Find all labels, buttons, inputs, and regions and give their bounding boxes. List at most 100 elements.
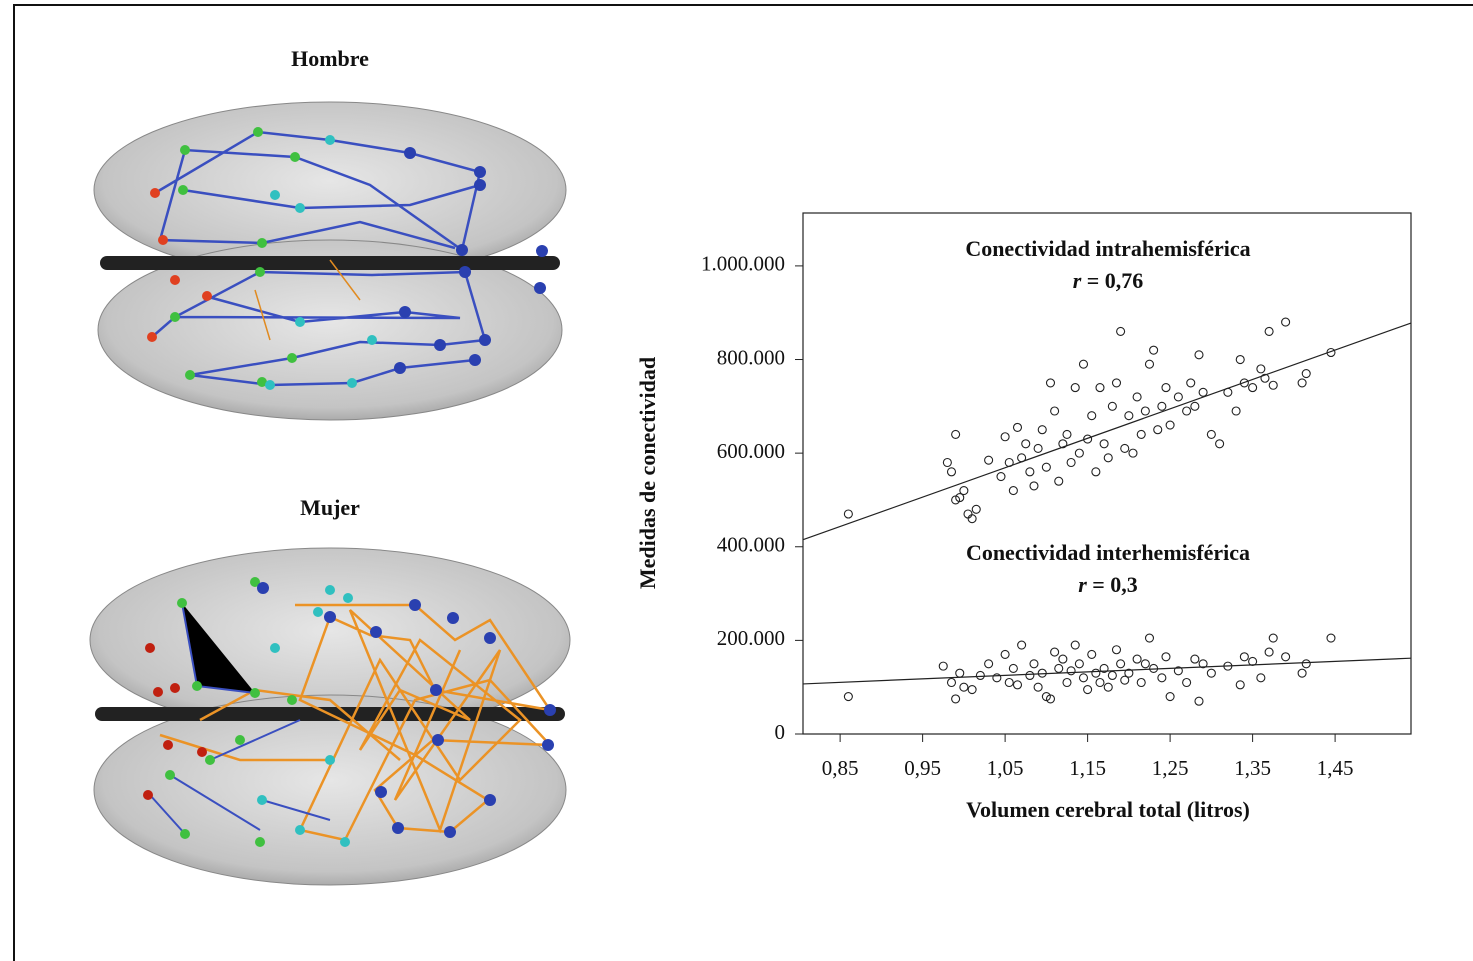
point [1165,692,1175,702]
point [1083,684,1093,695]
y-tick-label: 1.000.000 [701,252,785,276]
point [1070,640,1080,650]
point [1120,443,1130,454]
point [1198,387,1208,397]
point [1062,429,1072,439]
point [1140,406,1150,416]
brain-mujer [89,547,571,886]
point [1186,378,1196,388]
point [1017,640,1027,650]
point [1107,670,1117,681]
point [1045,378,1056,388]
x-axis-title: Volumen cerebral total (litros) [966,797,1250,822]
point [1008,486,1018,496]
point [1264,326,1274,336]
point [1033,682,1043,692]
point [1066,457,1076,468]
point [1074,448,1084,458]
point [1297,668,1307,678]
point [1215,439,1225,449]
point [1165,420,1175,430]
point [1190,401,1200,411]
point [992,673,1002,683]
fit-line [802,657,1412,685]
plot-frame [802,212,1412,735]
point [967,684,977,695]
point [1103,453,1113,463]
point [1091,668,1101,678]
y-tick-label: 400.000 [717,533,785,557]
point [1239,378,1249,388]
point [1124,668,1134,678]
point [1124,411,1134,421]
point [1173,392,1183,402]
point [1144,359,1155,369]
point [1054,663,1064,674]
point [1182,677,1192,688]
point [1260,373,1270,383]
point [996,471,1006,482]
point [1070,383,1080,393]
point [1161,652,1171,662]
point [843,509,853,519]
point [1128,448,1138,458]
point [1149,345,1159,355]
point [1116,326,1126,336]
point [955,668,965,678]
point [1144,633,1155,643]
annotation: Conectividad interhemisférica [966,540,1250,565]
point [1116,659,1126,669]
x-tick-label: 0,95 [904,756,941,780]
point [955,493,965,503]
point [1025,467,1035,477]
point [1000,649,1010,659]
point [1050,647,1060,657]
point [1231,406,1241,416]
point [1235,680,1245,690]
x-tick-label: 1,05 [987,756,1024,780]
point [1281,652,1291,662]
point [1004,677,1014,688]
point [959,682,969,692]
point [1062,677,1072,688]
point [1268,380,1278,390]
point [1235,354,1245,365]
point [1206,429,1216,439]
point [951,694,961,704]
point [1054,476,1064,486]
point [1087,649,1097,659]
point [1120,675,1130,685]
point [1239,652,1249,662]
point [1033,443,1043,454]
point [1103,682,1113,692]
point [1297,378,1307,388]
point [1173,666,1183,676]
x-tick-label: 1,45 [1317,756,1354,780]
point [975,670,985,681]
point [1157,673,1167,683]
point [1087,411,1097,421]
point [1206,668,1216,678]
point [1000,432,1010,442]
fit-line [802,322,1412,541]
y-tick-label: 200.000 [717,626,785,650]
point [1248,383,1258,393]
point [1029,659,1039,669]
point [843,692,853,702]
point [1301,659,1311,669]
point [1132,654,1142,664]
point [984,455,994,465]
y-tick-label: 600.000 [717,439,785,463]
point [1194,696,1204,706]
point [1161,383,1171,393]
point [1078,359,1089,369]
point [1095,677,1105,688]
point [1132,392,1142,402]
point [971,504,981,514]
point [1029,481,1039,491]
point [1058,654,1068,664]
point [1037,425,1047,435]
point [938,661,948,671]
point [1012,422,1023,432]
